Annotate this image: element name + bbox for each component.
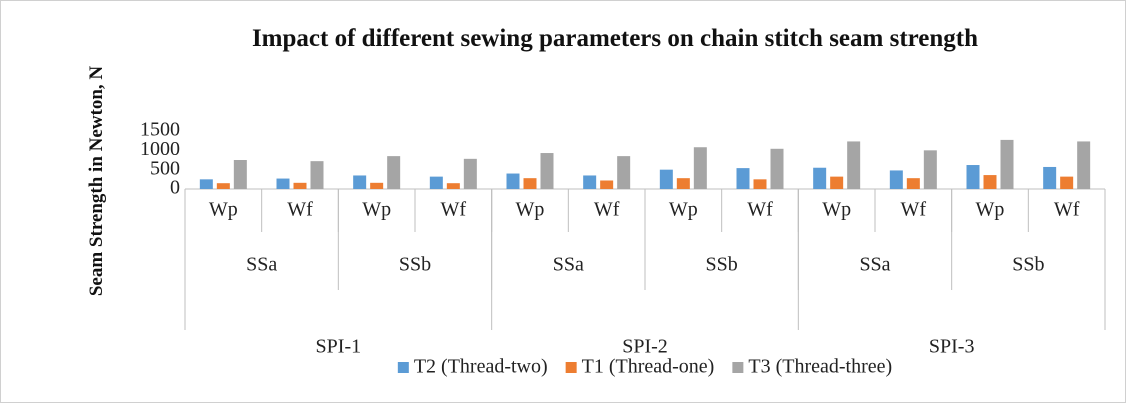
- bar: [659, 169, 673, 189]
- bar: [583, 175, 597, 189]
- bar: [353, 175, 367, 189]
- bar: [387, 156, 401, 189]
- x-tick-label: Wf: [1054, 199, 1080, 221]
- x-tick-label: Wf: [594, 199, 620, 221]
- bar: [310, 161, 324, 189]
- group-label: SSa: [859, 254, 890, 276]
- bar: [906, 178, 920, 189]
- x-tick-label: Wf: [901, 199, 927, 221]
- bar: [830, 176, 844, 189]
- bar: [1077, 141, 1091, 189]
- y-axis-label: Seam Strength in Newton, N: [86, 65, 107, 297]
- legend-swatch: [732, 362, 744, 373]
- group-label: SSb: [1012, 254, 1044, 276]
- x-tick-label: Wp: [822, 199, 851, 221]
- group-label: SSa: [553, 254, 584, 276]
- supergroup-label: SPI-3: [929, 336, 975, 358]
- bar: [540, 153, 554, 189]
- bar: [293, 182, 307, 189]
- bar: [617, 156, 631, 189]
- bar: [923, 150, 937, 189]
- x-tick-label: Wp: [516, 199, 545, 221]
- y-tick-label: 500: [150, 157, 180, 179]
- group-label: SSb: [399, 254, 431, 276]
- bar: [813, 167, 827, 189]
- bar: [676, 178, 690, 189]
- bar: [770, 148, 784, 189]
- group-label: SSa: [246, 254, 277, 276]
- x-tick-label: Wp: [209, 199, 238, 221]
- bar: [463, 158, 477, 189]
- x-tick-label: Wf: [287, 199, 313, 221]
- bar: [199, 179, 213, 189]
- bar: [1043, 166, 1057, 189]
- legend-label: T1 (Thread-one): [582, 356, 715, 378]
- bar: [966, 165, 980, 189]
- bar: [983, 175, 997, 189]
- bar: [429, 176, 443, 189]
- x-tick-label: Wp: [669, 199, 698, 221]
- x-tick-label: Wp: [362, 199, 391, 221]
- bar: [847, 141, 861, 189]
- legend-label: T3 (Thread-three): [748, 356, 892, 378]
- supergroup-label: SPI-2: [622, 336, 668, 358]
- bar: [370, 182, 384, 189]
- group-label: SSb: [706, 254, 738, 276]
- bar: [216, 183, 230, 189]
- bar: [276, 178, 290, 189]
- x-tick-label: Wp: [976, 199, 1005, 221]
- legend-swatch: [565, 362, 577, 373]
- bar: [523, 178, 537, 189]
- bar: [1000, 139, 1014, 189]
- legend-label: T2 (Thread-two): [414, 356, 548, 378]
- x-tick-label: Wf: [441, 199, 467, 221]
- bar: [889, 170, 903, 189]
- y-tick-label: 1000: [140, 138, 180, 160]
- bar: [233, 160, 247, 189]
- bar: [506, 173, 520, 189]
- chart-title: Impact of different sewing parameters on…: [251, 25, 979, 52]
- x-tick-label: Wf: [747, 199, 773, 221]
- bar: [736, 168, 750, 189]
- bar: [600, 180, 614, 189]
- bar: [1060, 176, 1074, 189]
- supergroup-label: SPI-1: [316, 336, 362, 358]
- legend-swatch: [397, 362, 409, 373]
- bar: [753, 179, 767, 189]
- bar: [693, 147, 707, 189]
- y-tick-label: 1500: [140, 119, 180, 141]
- y-tick-label: 0: [170, 177, 180, 199]
- bar: [446, 183, 460, 189]
